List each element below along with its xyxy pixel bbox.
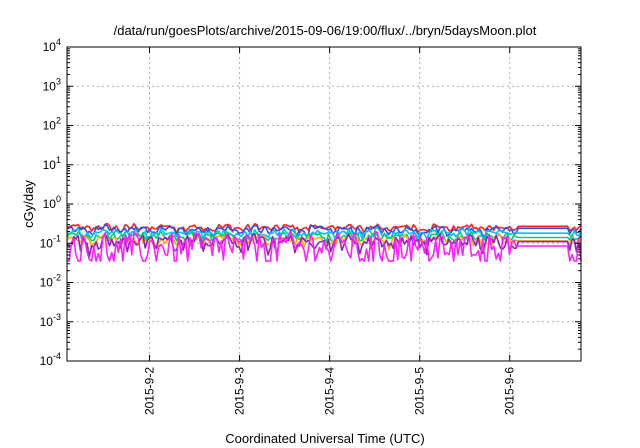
grid: [67, 47, 581, 361]
series-line: [67, 230, 582, 262]
y-tick-label: 100: [43, 194, 61, 211]
y-tick-label: 103: [43, 76, 61, 93]
y-tick-label: 10-1: [40, 233, 61, 250]
y-tick-label: 10-2: [40, 273, 61, 290]
y-tick-label: 10-4: [40, 351, 61, 368]
series-group: [66, 222, 582, 262]
series-line: [66, 227, 582, 241]
chart-title: /data/run/goesPlots/archive/2015-09-06/1…: [114, 23, 537, 38]
y-tick-label: 10-3: [40, 312, 61, 329]
x-tick-label: 2015-9-3: [233, 367, 247, 415]
x-axis-label: Coordinated Universal Time (UTC): [225, 431, 424, 446]
y-tick-label: 101: [43, 155, 61, 172]
y-tick-label: 102: [43, 116, 61, 133]
x-tick-label: 2015-9-2: [143, 367, 157, 415]
y-tick-label: 104: [43, 37, 61, 54]
x-tick-label: 2015-9-6: [503, 367, 517, 415]
x-tick-label: 2015-9-5: [413, 367, 427, 415]
y-axis: 10-4 10-3 10-2 10-1 100 101 102 103 104: [40, 37, 581, 368]
x-tick-label: 2015-9-4: [323, 367, 337, 415]
x-axis: 2015-9-2 2015-9-3 2015-9-4 2015-9-5 2015-9-6: [143, 47, 517, 415]
y-axis-label: cGy/day: [21, 180, 36, 228]
